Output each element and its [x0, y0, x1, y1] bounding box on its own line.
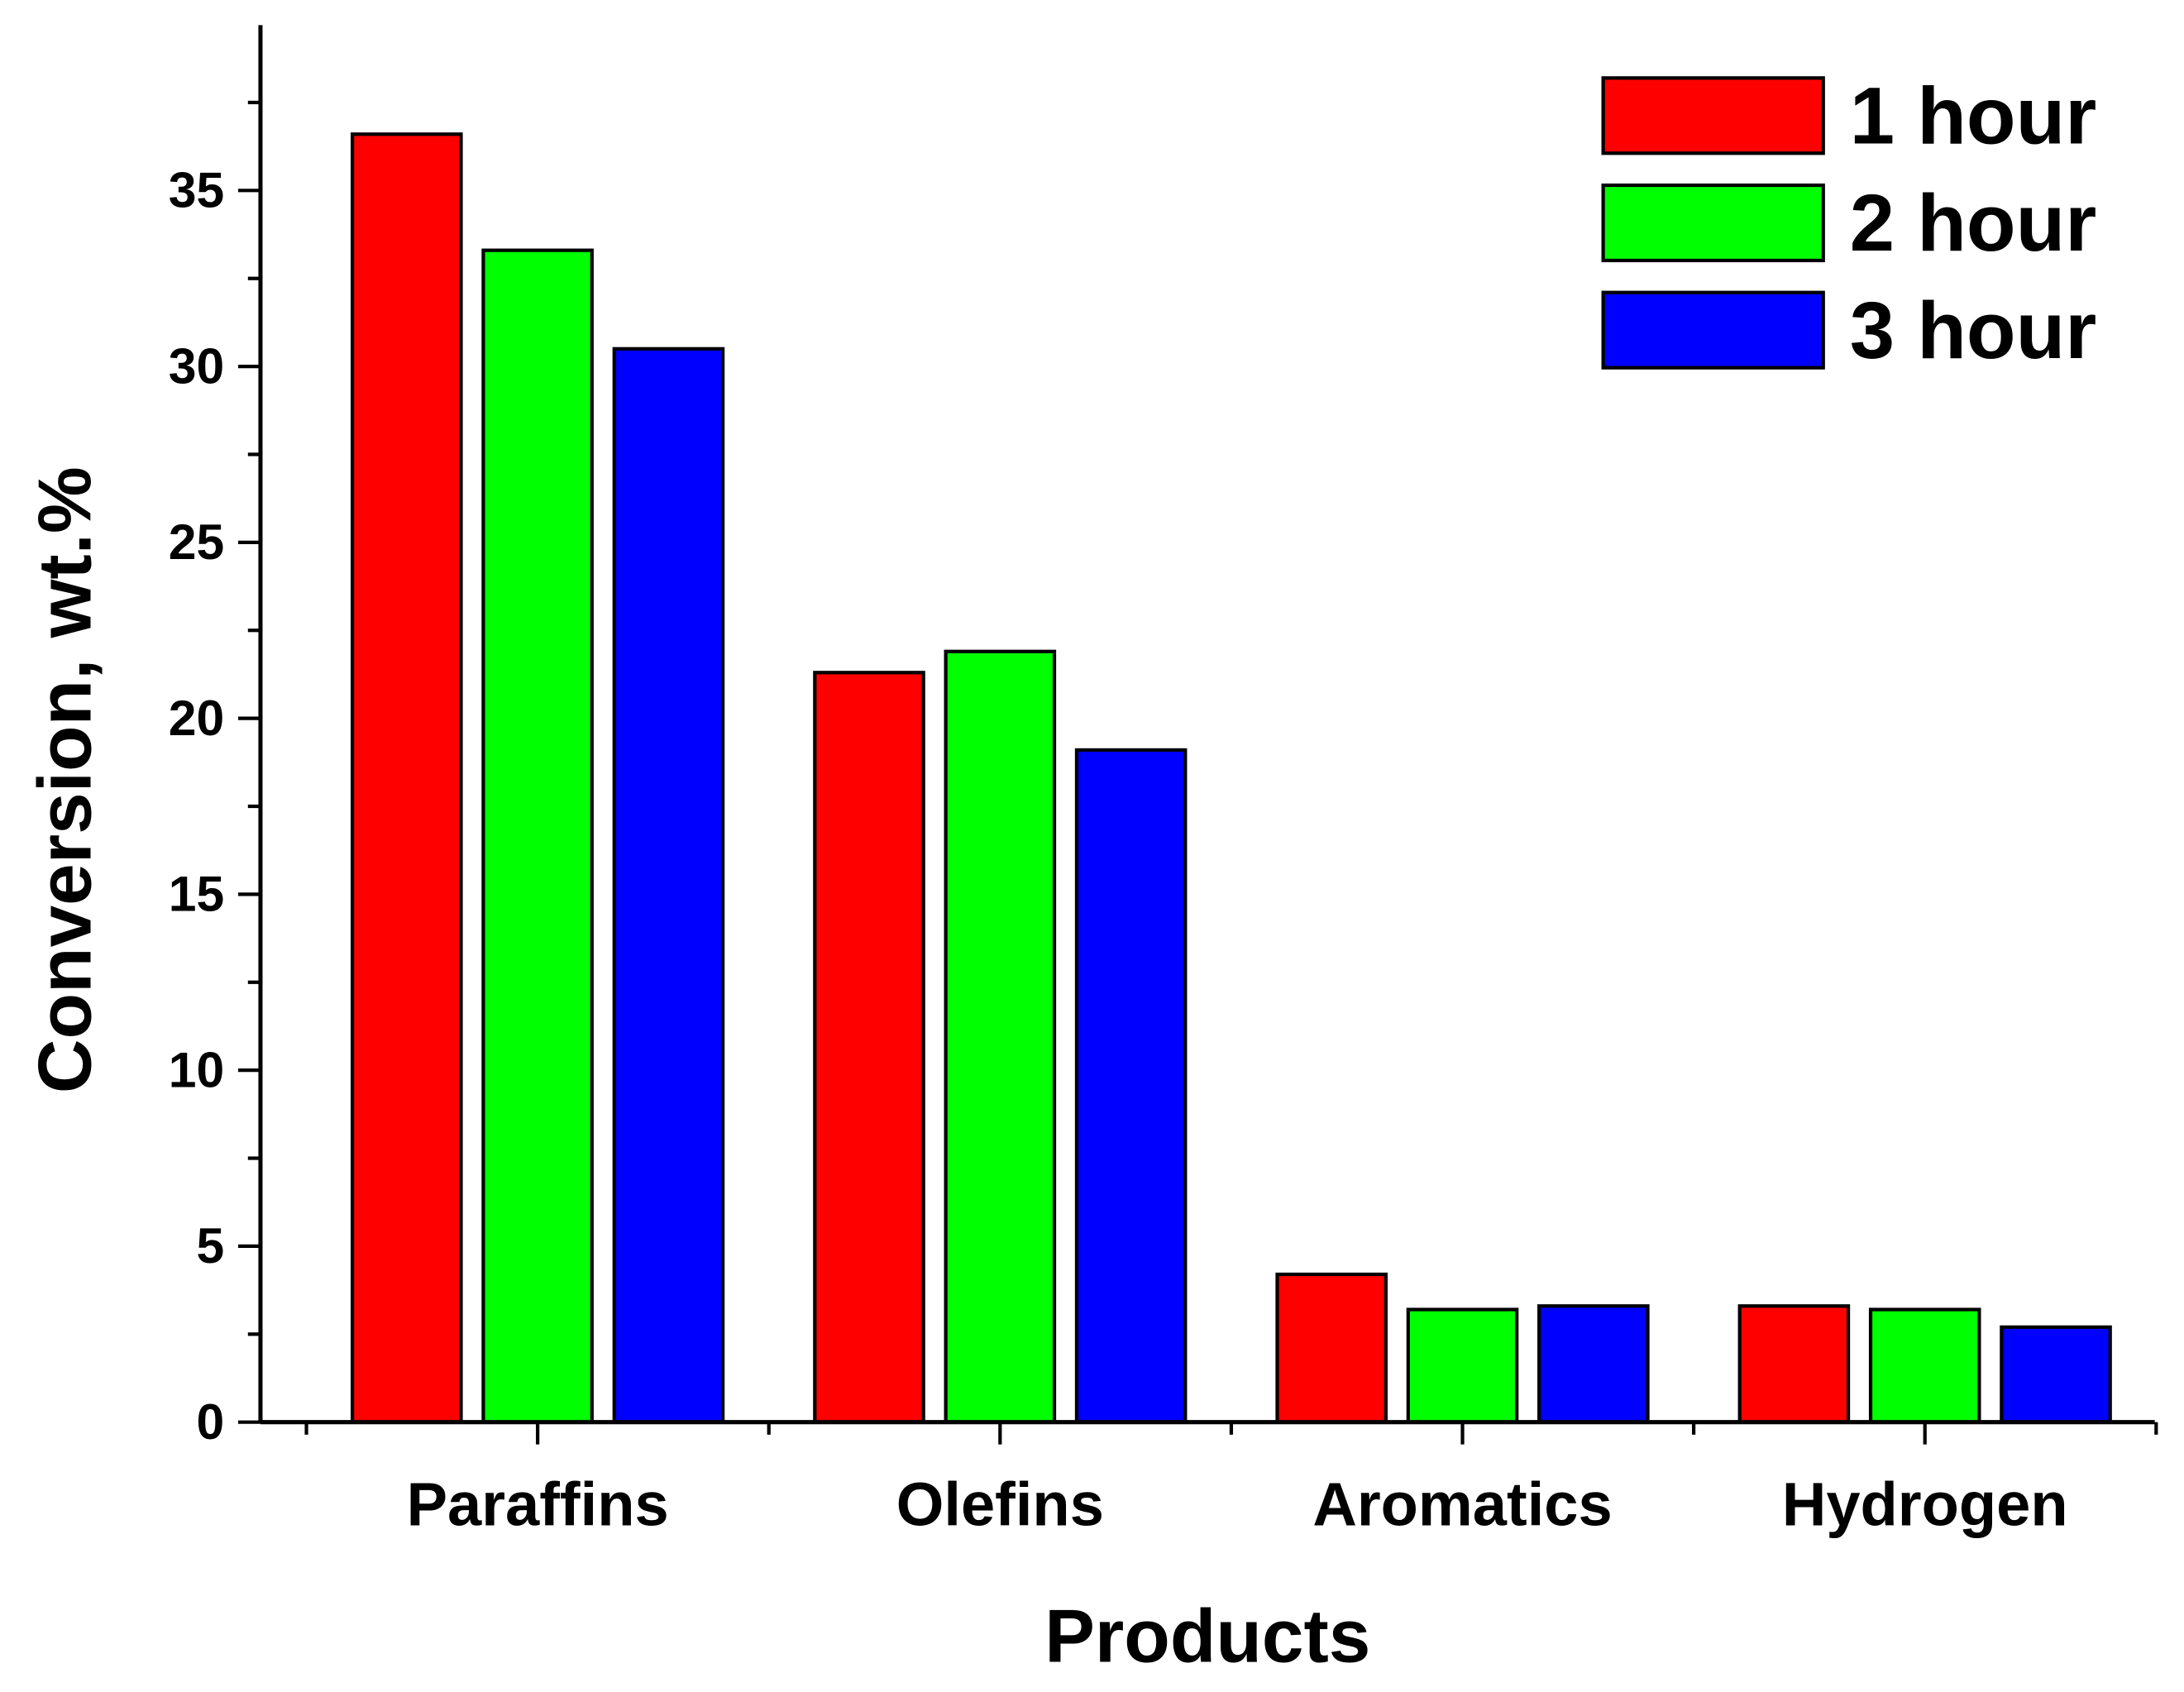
bar — [1275, 1272, 1388, 1424]
bar — [1737, 1304, 1851, 1424]
x-tick-label: Olefins — [896, 1470, 1104, 1538]
legend-swatch — [1601, 183, 1825, 263]
y-tick-label: 5 — [196, 1217, 224, 1274]
legend-label: 1 hour — [1850, 70, 2097, 160]
y-tick-label: 10 — [169, 1041, 224, 1097]
x-tick-label: Hydrogen — [1782, 1470, 2068, 1538]
legend-swatch — [1601, 76, 1825, 155]
bar — [944, 649, 1057, 1424]
x-tick-label: Paraffins — [407, 1470, 669, 1538]
bar — [1537, 1304, 1650, 1424]
y-tick-label: 20 — [169, 690, 224, 746]
y-tick-label: 30 — [169, 337, 224, 394]
y-axis-title: Conversion, wt.% — [23, 466, 107, 1093]
bar — [1074, 748, 1188, 1424]
legend-label: 2 hour — [1850, 178, 2097, 268]
bar — [351, 132, 463, 1424]
bar — [1406, 1307, 1519, 1424]
bar — [813, 671, 925, 1424]
bar — [481, 248, 594, 1424]
legend-swatch — [1601, 290, 1825, 370]
x-axis-title: Products — [1044, 1594, 1370, 1678]
y-tick-label: 0 — [196, 1393, 224, 1450]
y-tick-label: 25 — [169, 514, 224, 570]
bar — [2000, 1325, 2112, 1424]
legend-label: 3 hour — [1850, 285, 2097, 375]
y-tick-label: 15 — [169, 866, 224, 922]
y-tick-label: 35 — [169, 162, 224, 218]
bar — [1868, 1307, 1981, 1424]
x-tick-label: Aromatics — [1312, 1470, 1612, 1538]
bar — [612, 347, 725, 1424]
